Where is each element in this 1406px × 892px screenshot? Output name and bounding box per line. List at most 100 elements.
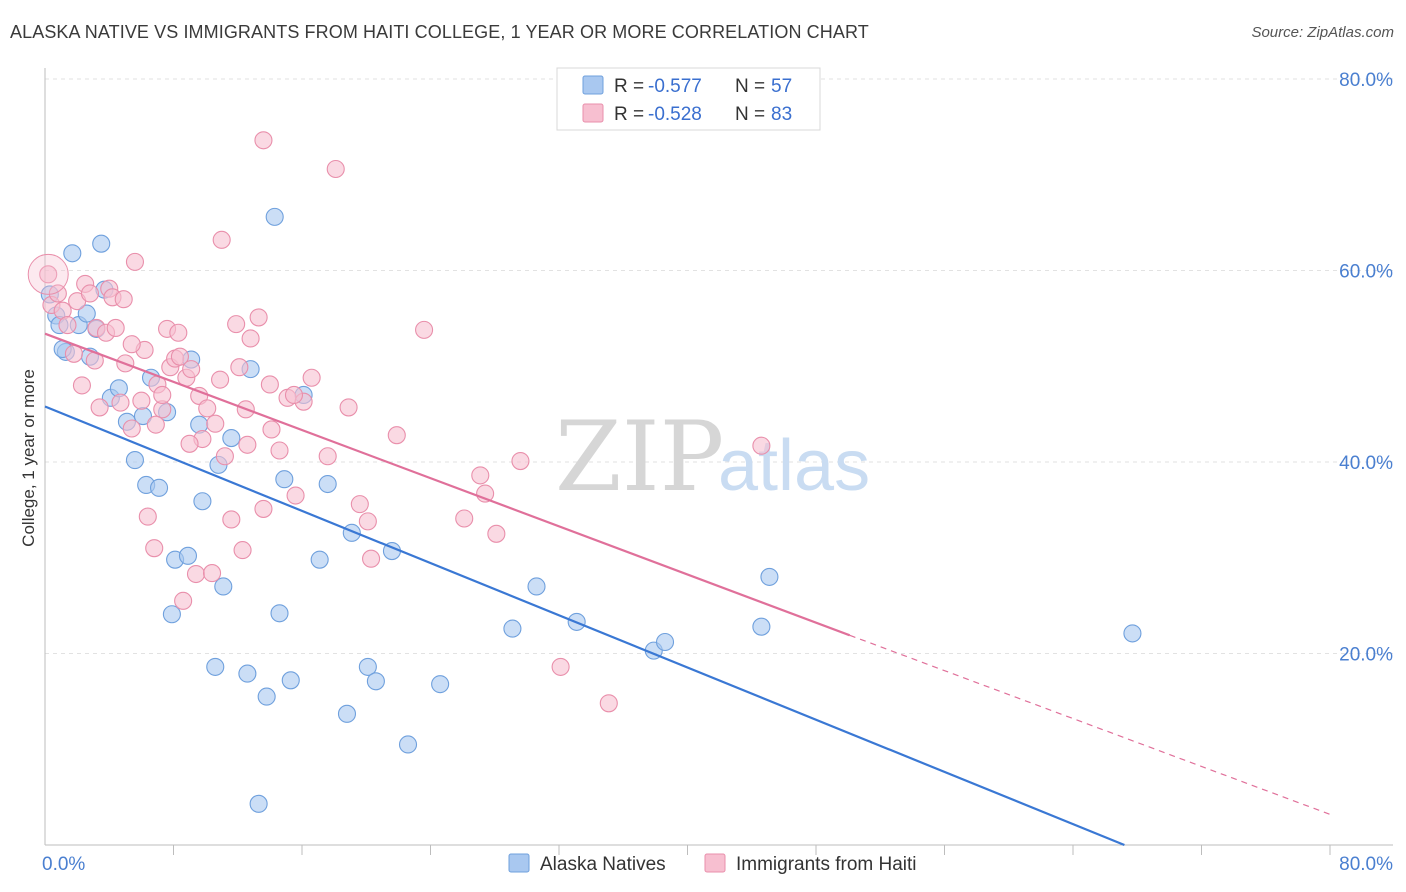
- point-series1-65: [511, 451, 530, 471]
- point-series1-61: [455, 509, 474, 528]
- legend-swatch-alaska-natives: [582, 75, 604, 95]
- trend-line-series1: [44, 332, 851, 637]
- point-series1-32: [186, 564, 206, 584]
- bottom-legend-label-alaska-natives: Alaska Natives: [540, 854, 666, 875]
- gridlines: [45, 78, 1393, 654]
- point-series0-42: [358, 657, 377, 676]
- point-series1-31: [182, 360, 201, 379]
- point-series0-35: [275, 470, 294, 489]
- point-series1-42: [233, 541, 252, 560]
- legend-n-value-2: 83: [771, 104, 792, 125]
- trend-lines: [44, 332, 1331, 847]
- point-series1-46: [254, 499, 273, 518]
- point-series0-20: [162, 605, 181, 624]
- point-series0-26: [206, 657, 225, 676]
- legend-r-value-2: -0.528: [648, 104, 702, 125]
- point-series1-60: [415, 320, 434, 339]
- point-series0-48: [527, 577, 546, 596]
- point-series1-59: [387, 426, 406, 445]
- bottom-legend-swatch-alaska-natives: [508, 853, 530, 873]
- point-series1-56: [350, 495, 369, 514]
- watermark-zip: ZIP: [555, 401, 724, 513]
- point-series1-78: [132, 391, 151, 410]
- point-series1-48: [270, 441, 289, 460]
- point-series1-70: [122, 335, 141, 354]
- point-series0-39: [318, 474, 337, 494]
- point-series0-18: [149, 478, 169, 497]
- bottom-legend-label-immigrants-haiti: Immigrants from Haiti: [736, 854, 917, 875]
- point-series1-18: [122, 419, 141, 438]
- point-series0-28: [214, 577, 233, 596]
- point-series0-9: [92, 234, 111, 253]
- point-series1-82: [153, 385, 172, 405]
- watermark: ZIP atlas: [555, 401, 870, 513]
- point-series0-22: [178, 546, 198, 565]
- point-series1-58: [362, 549, 381, 568]
- point-series0-40: [337, 704, 357, 723]
- point-series1-38: [212, 230, 231, 249]
- point-series1-50: [286, 486, 305, 505]
- point-series0-43: [366, 672, 385, 691]
- point-series1-75: [284, 385, 304, 405]
- axes: [44, 68, 1393, 855]
- point-series0-52: [752, 617, 771, 636]
- point-series1-large: [27, 253, 69, 295]
- point-series1-16: [111, 393, 130, 412]
- point-series0-34: [270, 604, 289, 623]
- legend-n-label-1: N =: [735, 76, 765, 97]
- x-tick-label-0: 0.0%: [42, 854, 85, 875]
- legend: R = -0.577 N = 57 R = -0.528 N = 83: [556, 67, 821, 131]
- point-series0-33: [265, 207, 284, 226]
- point-series1-15: [106, 318, 125, 338]
- legend-n-value-1: 57: [771, 76, 792, 97]
- bottom-legend-swatch-immigrants-haiti: [704, 853, 726, 873]
- point-series1-40: [227, 315, 246, 334]
- point-series1-53: [318, 447, 337, 466]
- point-series1-66: [551, 657, 570, 676]
- point-series1-47: [262, 420, 281, 439]
- point-series1-9: [80, 284, 100, 303]
- y-axis-title: College, 1 year or more: [19, 369, 38, 547]
- point-series1-45: [249, 308, 268, 327]
- point-series1-36: [203, 564, 222, 583]
- point-series1-28: [170, 347, 189, 366]
- point-series1-71: [146, 415, 165, 434]
- point-series1-80: [215, 447, 234, 466]
- point-series0-31: [249, 794, 268, 813]
- point-series1-29: [174, 591, 193, 610]
- point-series1-57: [358, 512, 377, 531]
- legend-n-label-2: N =: [735, 104, 765, 125]
- point-series0-38: [310, 550, 329, 569]
- point-series1-22: [145, 539, 164, 558]
- point-series1-41: [230, 358, 249, 377]
- data-points: [27, 131, 1142, 813]
- point-series1-11: [90, 398, 109, 417]
- x-tick-label-1: 80.0%: [1339, 854, 1393, 875]
- point-series0-36: [281, 671, 300, 690]
- point-series1-79: [180, 434, 199, 453]
- point-series1-72: [238, 435, 257, 454]
- point-series0-14: [125, 451, 144, 470]
- point-series1-81: [260, 375, 279, 394]
- point-series0-4: [63, 244, 82, 263]
- point-series1-4: [58, 316, 77, 335]
- point-series1-68: [752, 436, 771, 455]
- point-series0-56: [222, 429, 241, 448]
- trend-line-dashed-series1: [849, 634, 1331, 815]
- chart-source: Source: ZipAtlas.com: [1251, 24, 1394, 41]
- point-series0-47: [503, 619, 522, 638]
- point-series1-54: [326, 159, 345, 179]
- point-series0-46: [431, 675, 450, 694]
- point-series1-73: [169, 323, 188, 342]
- point-series1-67: [599, 694, 618, 713]
- point-series0-54: [1123, 624, 1142, 643]
- point-series0-6: [77, 304, 96, 323]
- point-series1-62: [471, 466, 490, 485]
- point-series0-25: [193, 492, 212, 511]
- point-series1-55: [339, 398, 358, 417]
- point-series1-74: [211, 370, 230, 389]
- tick-labels: 20.0% 40.0% 60.0% 80.0% 0.0% 80.0%: [42, 70, 1393, 875]
- legend-r-label-1: R =: [614, 76, 644, 97]
- legend-r-label-2: R =: [614, 104, 644, 125]
- y-tick-label-3: 80.0%: [1339, 70, 1393, 91]
